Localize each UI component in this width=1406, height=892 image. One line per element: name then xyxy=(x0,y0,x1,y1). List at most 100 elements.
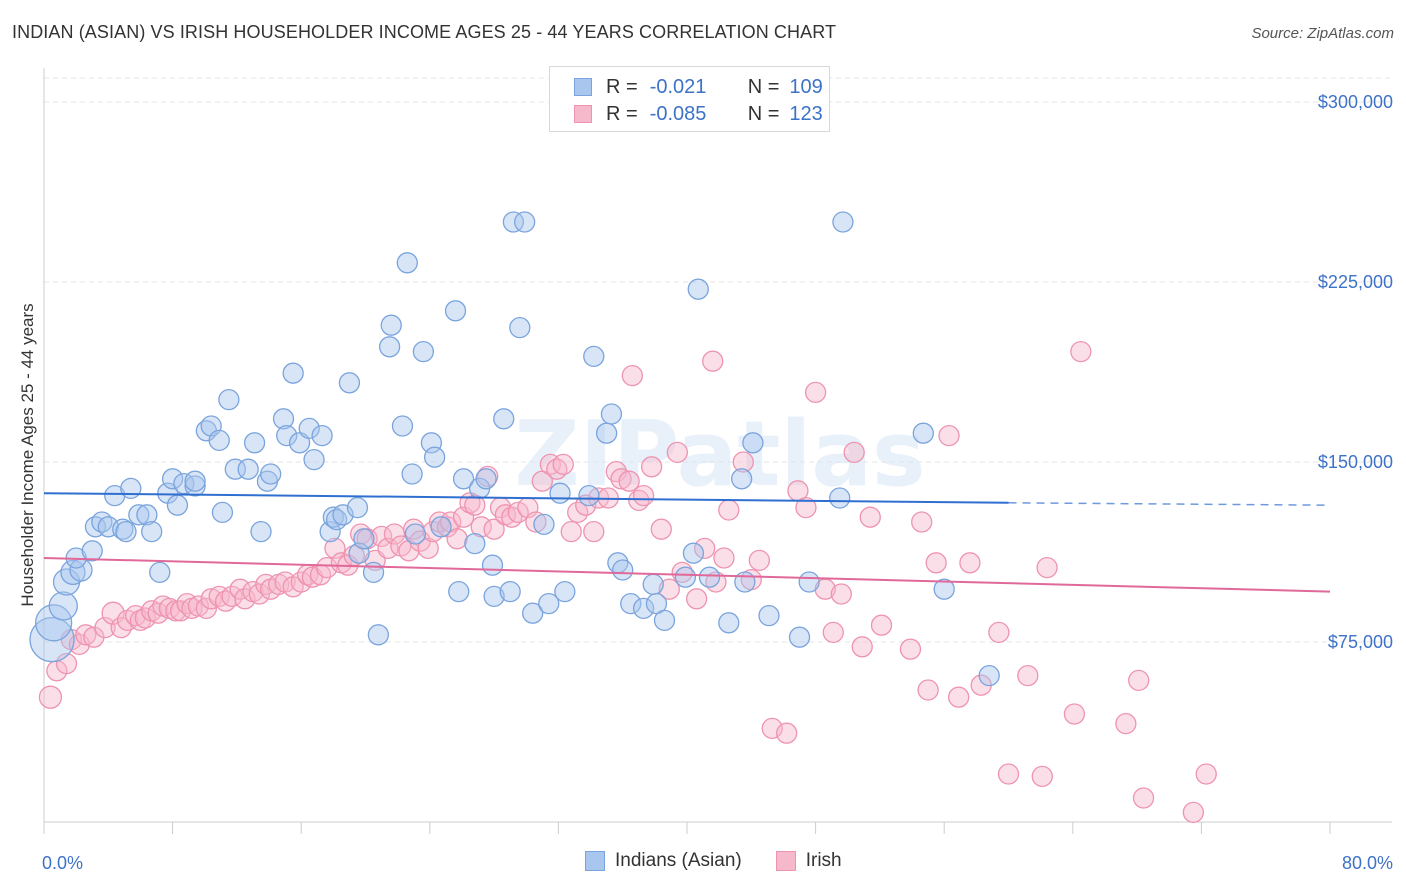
data-point xyxy=(272,408,295,430)
trend-line-indian xyxy=(43,492,1009,504)
data-point xyxy=(748,549,770,572)
data-point xyxy=(1017,664,1039,687)
data-point xyxy=(396,252,418,274)
data-point xyxy=(161,468,184,490)
legend-r-value: -0.021 xyxy=(649,75,707,98)
data-point xyxy=(338,372,361,394)
data-point xyxy=(618,470,640,492)
data-point xyxy=(600,403,623,425)
data-point xyxy=(632,597,655,620)
data-point xyxy=(640,456,663,478)
data-point xyxy=(522,602,544,624)
data-point xyxy=(184,470,206,492)
data-point xyxy=(666,441,689,464)
data-point xyxy=(120,477,142,500)
data-point xyxy=(997,763,1020,785)
data-point xyxy=(554,580,576,603)
chart-title: INDIAN (ASIAN) VS IRISH HOUSEHOLDER INCO… xyxy=(12,22,837,42)
data-point xyxy=(475,468,497,490)
source-label: Source: ZipAtlas.com xyxy=(1251,25,1394,42)
y-tick-label: $150,000 xyxy=(1318,452,1393,472)
legend-label-indian: Indians (Asian) xyxy=(615,850,742,871)
data-point xyxy=(417,537,439,560)
data-point xyxy=(538,592,560,615)
data-point xyxy=(224,458,246,480)
data-point xyxy=(346,496,369,519)
data-point xyxy=(136,504,158,526)
series-legend: Indians (Asian) Irish xyxy=(585,850,876,872)
x-tick-label: 80.0% xyxy=(1342,853,1393,873)
data-point xyxy=(632,484,655,507)
data-point xyxy=(166,494,189,516)
legend-r-value: -0.085 xyxy=(649,102,707,125)
data-point xyxy=(859,506,881,528)
data-point xyxy=(211,501,234,524)
data-point xyxy=(718,499,740,521)
data-point xyxy=(583,345,605,368)
data-point xyxy=(560,520,582,543)
data-point xyxy=(112,518,134,540)
data-point xyxy=(165,600,187,622)
data-point xyxy=(55,652,78,675)
trend-line-indian-projection xyxy=(1008,502,1331,506)
data-point xyxy=(250,520,272,543)
data-point xyxy=(959,552,981,574)
data-point xyxy=(685,588,708,610)
legend-swatch-indian xyxy=(585,851,605,871)
data-point xyxy=(1128,669,1150,692)
data-point xyxy=(208,429,230,452)
data-point xyxy=(499,580,521,603)
data-point xyxy=(742,432,764,454)
data-point xyxy=(658,578,680,600)
axes xyxy=(43,68,1392,834)
data-point xyxy=(713,547,735,569)
data-point xyxy=(446,528,468,550)
data-point xyxy=(911,511,933,533)
data-point xyxy=(758,604,780,627)
data-point xyxy=(260,463,282,485)
legend-swatch-irish xyxy=(574,105,592,123)
data-point xyxy=(578,484,600,507)
data-point xyxy=(423,446,446,468)
data-point xyxy=(237,458,259,480)
legend-n-value: 109 xyxy=(789,75,823,98)
data-point xyxy=(698,566,721,588)
data-point xyxy=(533,513,555,536)
data-point xyxy=(822,621,844,644)
data-point xyxy=(448,580,470,603)
data-point xyxy=(311,424,333,447)
trend-lines xyxy=(43,492,1331,593)
data-point xyxy=(948,686,970,708)
data-point xyxy=(94,616,116,639)
data-point xyxy=(444,300,467,322)
data-point xyxy=(925,552,947,574)
data-point xyxy=(988,621,1010,644)
data-point xyxy=(298,417,320,440)
data-point xyxy=(141,520,163,543)
legend-n-label: N = xyxy=(747,102,780,125)
y-axis-label: Householder Income Ages 25 - 44 years xyxy=(18,303,37,607)
data-point xyxy=(483,518,505,540)
data-point xyxy=(612,559,634,581)
legend-swatch-irish xyxy=(775,851,796,871)
legend-r-label: R = xyxy=(606,75,638,98)
data-point xyxy=(829,487,851,509)
data-point xyxy=(734,571,756,593)
data-point xyxy=(1031,765,1053,788)
data-point xyxy=(221,585,243,608)
data-point xyxy=(509,316,531,339)
data-point xyxy=(702,350,724,372)
y-tick-label: $75,000 xyxy=(1328,632,1393,652)
data-point xyxy=(380,314,402,336)
stats-legend: R = -0.021 N = 109 R = -0.085 N = 123 xyxy=(549,66,830,132)
data-point xyxy=(1063,703,1086,725)
data-point xyxy=(464,532,486,555)
data-point xyxy=(430,516,452,538)
data-point xyxy=(401,463,423,485)
data-point xyxy=(1182,801,1205,824)
data-point xyxy=(851,636,873,658)
data-point xyxy=(34,604,73,642)
data-point xyxy=(481,554,504,576)
data-point xyxy=(583,520,605,543)
data-point xyxy=(378,336,401,358)
